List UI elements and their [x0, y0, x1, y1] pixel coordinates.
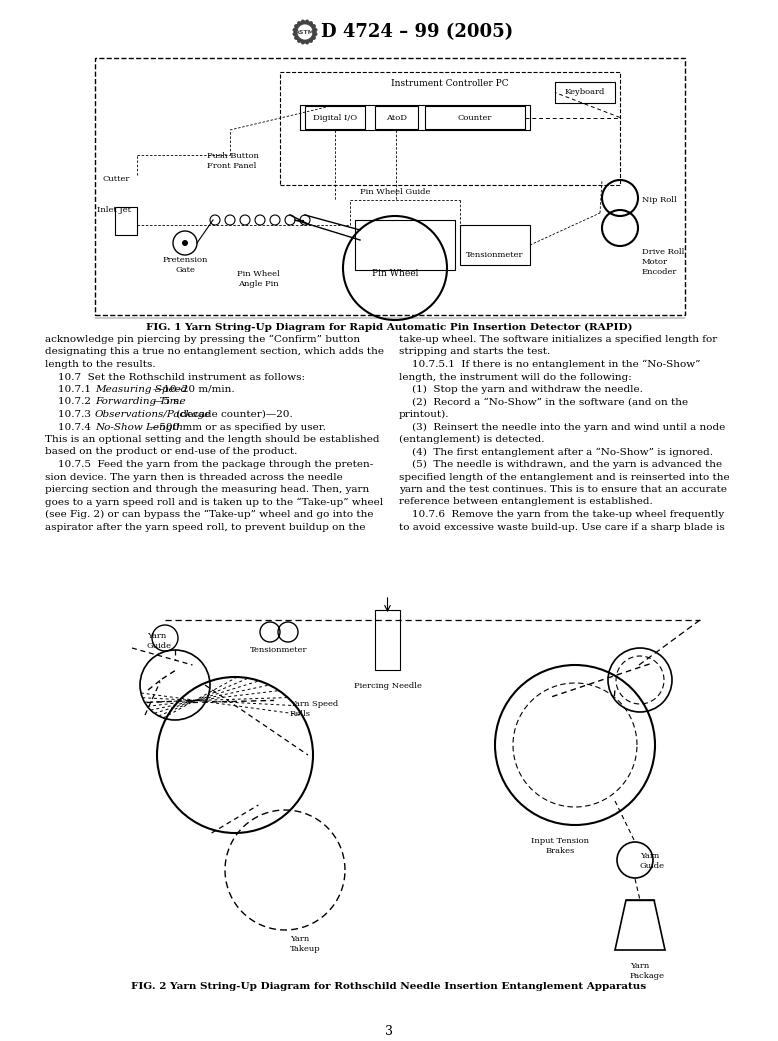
Text: Measuring Speed: Measuring Speed	[95, 385, 187, 393]
Text: designating this a true no entanglement section, which adds the: designating this a true no entanglement …	[45, 348, 384, 356]
Text: Yarn: Yarn	[640, 852, 659, 860]
Text: yarn and the test continues. This is to ensure that an accurate: yarn and the test continues. This is to …	[399, 485, 727, 494]
Text: Tensionmeter: Tensionmeter	[466, 251, 524, 259]
Text: —5 s.: —5 s.	[153, 398, 182, 406]
Text: (entanglement) is detected.: (entanglement) is detected.	[399, 435, 545, 445]
Text: Cutter: Cutter	[103, 175, 131, 183]
FancyBboxPatch shape	[300, 105, 530, 130]
Text: Guide: Guide	[147, 642, 172, 650]
Text: —500 mm or as specified by user.: —500 mm or as specified by user.	[149, 423, 326, 432]
Text: Observations/Package: Observations/Package	[95, 410, 211, 418]
Text: Front Panel: Front Panel	[207, 162, 257, 170]
Text: (see Fig. 2) or can bypass the “Take-up” wheel and go into the: (see Fig. 2) or can bypass the “Take-up”…	[45, 510, 373, 519]
Text: This is an optional setting and the length should be established: This is an optional setting and the leng…	[45, 435, 380, 445]
Text: 10.7.4: 10.7.4	[45, 423, 97, 432]
FancyBboxPatch shape	[355, 220, 455, 270]
Text: (decade counter)—20.: (decade counter)—20.	[173, 410, 293, 418]
Text: specified length of the entanglement and is reinserted into the: specified length of the entanglement and…	[399, 473, 730, 482]
Text: piercing section and through the measuring head. Then, yarn: piercing section and through the measuri…	[45, 485, 370, 494]
Text: ASTM: ASTM	[295, 29, 315, 34]
Text: Yarn Speed: Yarn Speed	[290, 700, 338, 708]
Text: Push Button: Push Button	[207, 152, 259, 160]
Text: printout).: printout).	[399, 410, 450, 420]
Text: 10.7  Set the Rothschild instrument as follows:: 10.7 Set the Rothschild instrument as fo…	[45, 373, 305, 381]
Text: Brakes: Brakes	[545, 847, 575, 855]
Text: No-Show Length: No-Show Length	[95, 423, 183, 432]
Text: Gate: Gate	[175, 266, 195, 274]
Text: Inlet Jet: Inlet Jet	[97, 206, 131, 214]
Text: Pin Wheel: Pin Wheel	[237, 270, 279, 278]
Text: FIG. 1 Yarn String-Up Diagram for Rapid Automatic Pin Insertion Detector (RAPID): FIG. 1 Yarn String-Up Diagram for Rapid …	[145, 323, 633, 332]
FancyBboxPatch shape	[375, 610, 400, 670]
Text: Forwarding Time: Forwarding Time	[95, 398, 185, 406]
Text: 10.7.2: 10.7.2	[45, 398, 97, 406]
Text: 3: 3	[385, 1025, 393, 1038]
Text: Input Tension: Input Tension	[531, 837, 589, 845]
Text: Motor: Motor	[642, 258, 668, 266]
Text: Rolls: Rolls	[290, 710, 311, 718]
Text: Instrument Controller PC: Instrument Controller PC	[391, 79, 509, 88]
Text: to avoid excessive waste build-up. Use care if a sharp blade is: to avoid excessive waste build-up. Use c…	[399, 523, 725, 532]
Text: (4)  The first entanglement after a “No-Show” is ignored.: (4) The first entanglement after a “No-S…	[399, 448, 713, 457]
Text: Angle Pin: Angle Pin	[238, 280, 279, 288]
Text: Encoder: Encoder	[642, 268, 678, 276]
Text: (5)  The needle is withdrawn, and the yarn is advanced the: (5) The needle is withdrawn, and the yar…	[399, 460, 722, 469]
FancyBboxPatch shape	[375, 106, 418, 129]
Text: AtoD: AtoD	[386, 113, 407, 122]
Text: Pin Wheel Guide: Pin Wheel Guide	[359, 188, 430, 196]
Text: Nip Roll: Nip Roll	[642, 196, 677, 204]
Text: Drive Roll: Drive Roll	[642, 248, 685, 256]
FancyBboxPatch shape	[95, 58, 685, 315]
Text: 10.7.1: 10.7.1	[45, 385, 97, 393]
Text: (1)  Stop the yarn and withdraw the needle.: (1) Stop the yarn and withdraw the needl…	[399, 385, 643, 395]
Text: stripping and starts the test.: stripping and starts the test.	[399, 348, 550, 356]
Text: Pin Wheel: Pin Wheel	[372, 270, 419, 279]
Text: reference between entanglement is established.: reference between entanglement is establ…	[399, 498, 653, 507]
Text: Yarn: Yarn	[290, 935, 309, 943]
Text: Keyboard: Keyboard	[565, 88, 605, 97]
Text: (3)  Reinsert the needle into the yarn and wind until a node: (3) Reinsert the needle into the yarn an…	[399, 423, 725, 432]
Text: sion device. The yarn then is threaded across the needle: sion device. The yarn then is threaded a…	[45, 473, 343, 482]
FancyBboxPatch shape	[305, 106, 365, 129]
Text: Guide: Guide	[640, 862, 665, 870]
Text: Yarn: Yarn	[147, 632, 166, 640]
Text: take-up wheel. The software initializes a specified length for: take-up wheel. The software initializes …	[399, 335, 717, 344]
FancyBboxPatch shape	[280, 72, 620, 185]
Circle shape	[297, 24, 313, 40]
Text: based on the product or end-use of the product.: based on the product or end-use of the p…	[45, 448, 297, 457]
Text: 10.7.5  Feed the yarn from the package through the preten-: 10.7.5 Feed the yarn from the package th…	[45, 460, 373, 469]
Text: —10–20 m/min.: —10–20 m/min.	[153, 385, 235, 393]
FancyBboxPatch shape	[115, 207, 137, 235]
Text: Piercing Needle: Piercing Needle	[353, 682, 422, 690]
Text: Tensionmeter: Tensionmeter	[251, 646, 308, 654]
Polygon shape	[615, 900, 665, 950]
Text: length, the instrument will do the following:: length, the instrument will do the follo…	[399, 373, 632, 381]
Text: Counter: Counter	[457, 113, 492, 122]
Text: Pretension: Pretension	[163, 256, 208, 264]
Text: goes to a yarn speed roll and is taken up to the “Take-up” wheel: goes to a yarn speed roll and is taken u…	[45, 498, 383, 507]
FancyBboxPatch shape	[555, 82, 615, 103]
Text: FIG. 2 Yarn String-Up Diagram for Rothschild Needle Insertion Entanglement Appar: FIG. 2 Yarn String-Up Diagram for Rothsc…	[131, 982, 647, 991]
Text: (2)  Record a “No-Show” in the software (and on the: (2) Record a “No-Show” in the software (…	[399, 398, 688, 406]
Text: 10.7.6  Remove the yarn from the take-up wheel frequently: 10.7.6 Remove the yarn from the take-up …	[399, 510, 724, 519]
Polygon shape	[293, 20, 317, 44]
Text: length to the results.: length to the results.	[45, 360, 156, 369]
Text: Package: Package	[630, 972, 665, 980]
Text: 10.7.5.1  If there is no entanglement in the “No-Show”: 10.7.5.1 If there is no entanglement in …	[399, 360, 700, 370]
FancyBboxPatch shape	[460, 225, 530, 265]
Text: D 4724 – 99 (2005): D 4724 – 99 (2005)	[321, 23, 513, 41]
Text: 10.7.3: 10.7.3	[45, 410, 97, 418]
Circle shape	[182, 240, 188, 246]
Text: aspirator after the yarn speed roll, to prevent buildup on the: aspirator after the yarn speed roll, to …	[45, 523, 366, 532]
Text: acknowledge pin piercing by pressing the “Confirm” button: acknowledge pin piercing by pressing the…	[45, 335, 360, 345]
Text: Yarn: Yarn	[630, 962, 650, 970]
Text: Takeup: Takeup	[290, 945, 321, 953]
Text: Digital I/O: Digital I/O	[313, 113, 357, 122]
FancyBboxPatch shape	[425, 106, 525, 129]
